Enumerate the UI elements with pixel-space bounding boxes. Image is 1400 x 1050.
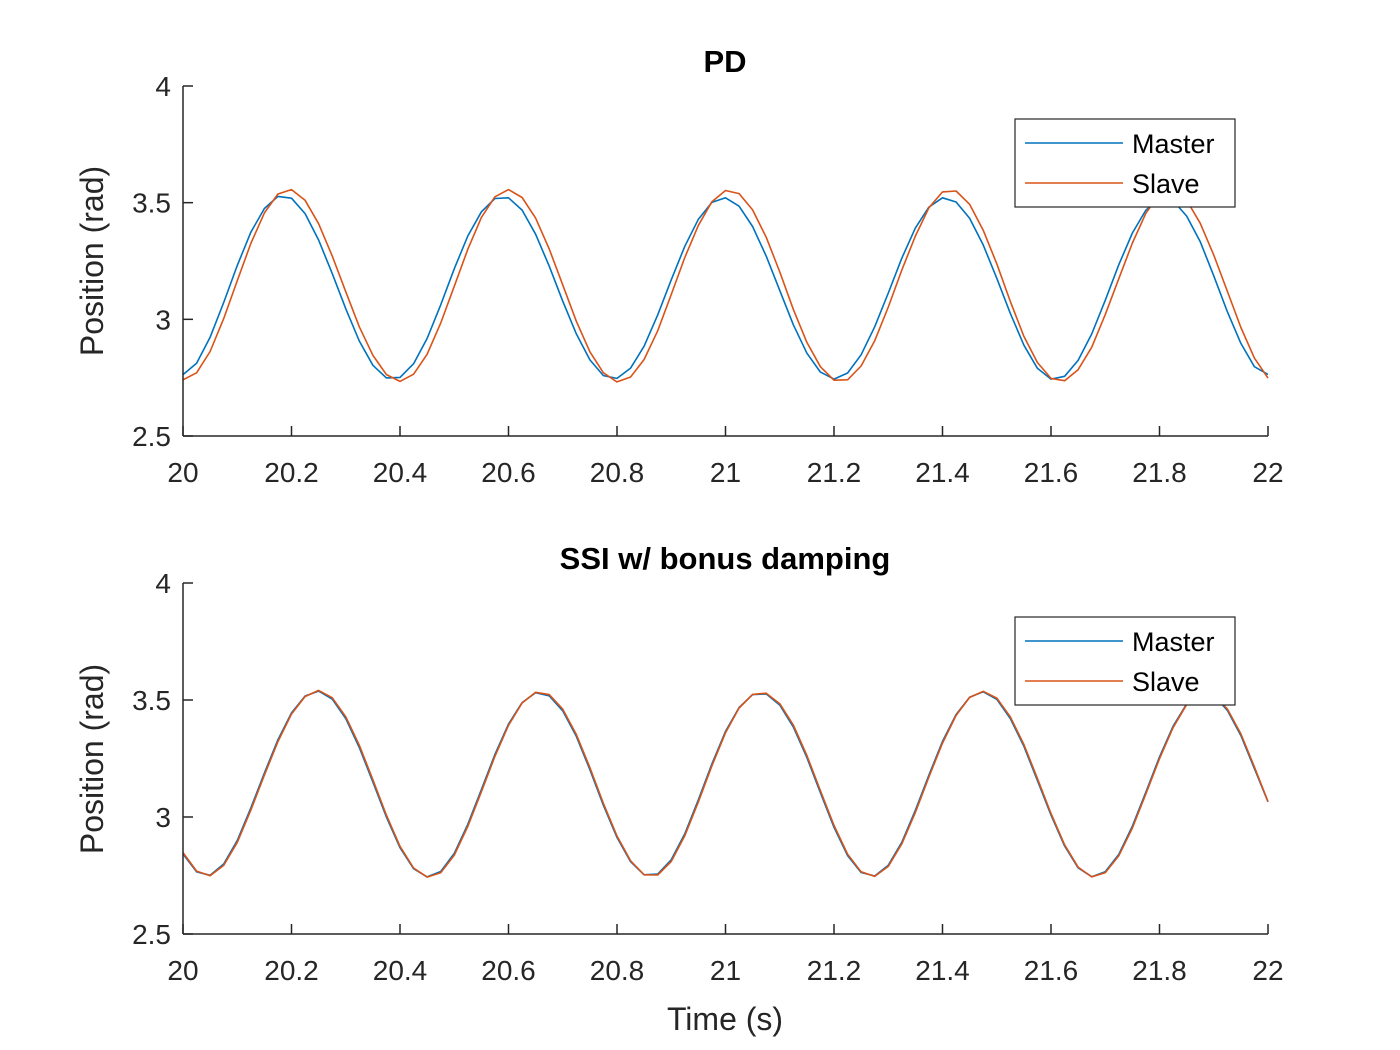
legend-label-master: Master [1132, 129, 1215, 159]
x-tick-label: 21.6 [1024, 457, 1079, 488]
x-tick-label: 21 [710, 457, 741, 488]
legend-box [1014, 118, 1236, 208]
y-axis-label: Position (rad) [74, 166, 110, 356]
series-layer [182, 689, 1269, 878]
x-tick-label: 21.2 [807, 457, 862, 488]
x-tick-label: 22 [1252, 955, 1283, 986]
y-tick-label: 2.5 [132, 919, 171, 950]
x-tick-label: 20.2 [264, 955, 319, 986]
y-tick-label: 4 [155, 568, 171, 599]
chart-pd: PD 20 20.2 20.4 20.6 20.8 21 21.2 21.4 21.6 21.8 2… [74, 44, 1284, 488]
series-line-master [182, 195, 1269, 380]
y-tick-label: 2.5 [132, 421, 171, 452]
chart-title: PD [703, 44, 746, 79]
x-tick-label: 20.8 [590, 955, 645, 986]
legend-label-slave: Slave [1132, 169, 1200, 199]
y-tick-label: 3.5 [132, 685, 171, 716]
x-axis-label: Time (s) [667, 1001, 783, 1037]
x-ticks: 20 20.2 20.4 20.6 20.8 21 21.2 21.4 21.6 21.8 22 [167, 426, 1284, 488]
x-tick-label: 21.4 [915, 955, 970, 986]
x-tick-label: 21.2 [807, 955, 862, 986]
y-axis-label: Position (rad) [74, 664, 110, 854]
x-tick-label: 20.4 [373, 457, 428, 488]
y-tick-label: 3 [155, 802, 171, 833]
legend-label-master: Master [1132, 627, 1215, 657]
legend: Master Slave [1014, 118, 1236, 208]
legend-box [1014, 616, 1236, 706]
x-tick-label: 21.6 [1024, 955, 1079, 986]
y-tick-label: 3 [155, 304, 171, 335]
y-ticks: 2.5 3 3.5 4 [132, 568, 193, 950]
x-tick-label: 20.8 [590, 457, 645, 488]
x-tick-label: 20.4 [373, 955, 428, 986]
series-line-slave [182, 689, 1269, 878]
y-ticks: 2.5 3 3.5 4 [132, 71, 193, 452]
x-tick-label: 20.6 [481, 457, 536, 488]
x-tick-label: 22 [1252, 457, 1283, 488]
x-tick-label: 20 [167, 457, 198, 488]
x-ticks: 20 20.2 20.4 20.6 20.8 21 21.2 21.4 21.6 21.8 22 [167, 924, 1284, 986]
series-layer [182, 188, 1269, 383]
x-tick-label: 21.4 [915, 457, 970, 488]
x-tick-label: 20.2 [264, 457, 319, 488]
legend: Master Slave [1014, 616, 1236, 706]
x-tick-label: 21 [710, 955, 741, 986]
x-tick-label: 20.6 [481, 955, 536, 986]
y-tick-label: 4 [155, 71, 171, 102]
legend-label-slave: Slave [1132, 667, 1200, 697]
chart-title: SSI w/ bonus damping [560, 541, 891, 576]
series-line-slave [182, 188, 1269, 383]
x-tick-label: 20 [167, 955, 198, 986]
chart-ssi: SSI w/ bonus damping 20 20.2 20.4 20.6 20.8 2… [74, 541, 1284, 1037]
x-tick-label: 21.8 [1132, 955, 1187, 986]
y-tick-label: 3.5 [132, 188, 171, 219]
x-tick-label: 21.8 [1132, 457, 1187, 488]
